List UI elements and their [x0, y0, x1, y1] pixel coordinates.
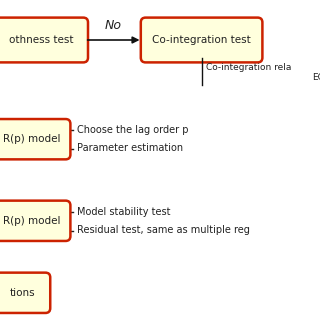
FancyBboxPatch shape — [0, 273, 50, 313]
Text: Residual test, same as multiple reg: Residual test, same as multiple reg — [77, 225, 250, 235]
Text: Parameter estimation: Parameter estimation — [77, 143, 183, 153]
Text: Model stability test: Model stability test — [77, 207, 170, 217]
Text: othness test: othness test — [9, 35, 74, 45]
FancyBboxPatch shape — [141, 18, 262, 62]
FancyBboxPatch shape — [0, 201, 70, 241]
Text: Choose the lag order p: Choose the lag order p — [77, 124, 188, 135]
Text: tions: tions — [10, 288, 35, 298]
Text: No: No — [105, 19, 122, 32]
Text: R(p) model: R(p) model — [3, 216, 61, 226]
FancyBboxPatch shape — [0, 18, 88, 62]
Text: EC: EC — [312, 73, 320, 82]
Text: R(p) model: R(p) model — [3, 134, 61, 144]
FancyBboxPatch shape — [0, 119, 70, 159]
Text: Co-integration rela: Co-integration rela — [206, 63, 292, 72]
Text: Co-integration test: Co-integration test — [152, 35, 251, 45]
